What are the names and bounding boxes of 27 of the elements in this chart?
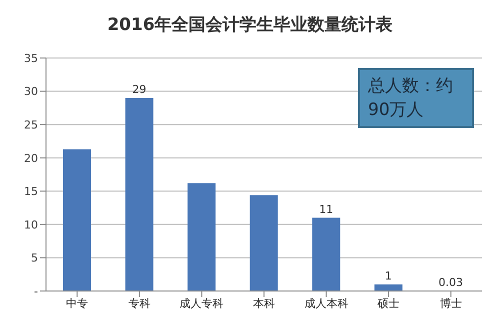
y-tick-label: 20 [24, 152, 38, 165]
chart-title: 2016年全国会计学生毕业数量统计表 [106, 14, 394, 37]
bar [188, 183, 216, 291]
data-label: 0.03 [438, 276, 463, 289]
bar [250, 195, 278, 291]
x-tick-label: 专科 [128, 296, 150, 310]
annotation: 总人数：约90万人 [358, 68, 474, 128]
y-tick-label: 15 [24, 185, 38, 198]
bar [312, 218, 340, 291]
x-tick-label: 硕士 [376, 296, 400, 310]
x-tick-label: 成人本科 [304, 296, 348, 310]
x-tick-label: 成人专科 [180, 296, 224, 310]
y-tick-label: - [34, 284, 38, 298]
x-tick-label: 博士 [440, 296, 462, 310]
bar [63, 149, 91, 291]
data-label: 29 [132, 82, 146, 96]
data-label: 11 [319, 202, 334, 216]
bar [374, 284, 402, 291]
y-tick-label: 5 [31, 252, 38, 265]
y-tick-label: 30 [24, 85, 38, 98]
y-tick-label: 10 [24, 218, 38, 232]
x-tick-label: 本科 [253, 296, 275, 310]
data-label: 1 [384, 269, 392, 282]
bar [125, 98, 154, 291]
y-tick-label: 25 [24, 118, 38, 132]
y-tick-label: 35 [24, 52, 38, 65]
x-tick-label: 中专 [66, 296, 88, 310]
